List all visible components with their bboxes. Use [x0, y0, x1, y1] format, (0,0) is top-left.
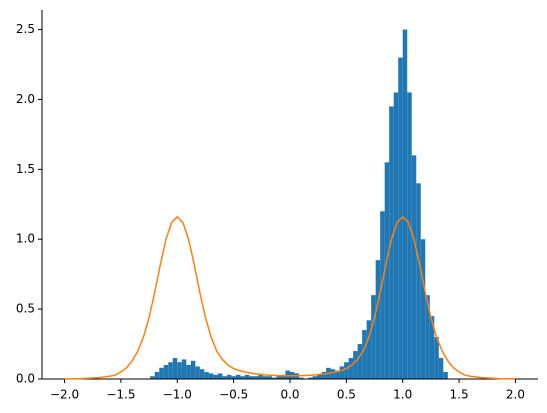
histogram-bar [389, 106, 394, 380]
histogram-bar [240, 376, 245, 379]
histogram-bar [276, 376, 281, 379]
x-tick-label: 1.0 [393, 388, 412, 402]
y-tick-label: 2.5 [16, 22, 35, 36]
histogram-bar [267, 376, 272, 379]
y-tick-label: 0.0 [16, 372, 35, 386]
histogram-bar [384, 162, 390, 379]
histogram-bar [226, 374, 232, 379]
histogram-bar [235, 374, 241, 379]
histogram-bar [335, 370, 340, 379]
histogram-bar [312, 376, 318, 379]
histogram-bar [168, 362, 173, 379]
histogram-bar [416, 183, 421, 379]
histogram-bar [308, 377, 313, 379]
x-tick-label: 0.5 [337, 388, 356, 402]
histogram-bar [375, 260, 381, 379]
histogram-bar [253, 376, 259, 379]
histogram-bar [159, 367, 164, 379]
histogram-bar [438, 358, 444, 379]
y-tick-label: 2.0 [16, 92, 35, 106]
x-tick-label: −1.5 [106, 388, 135, 402]
histogram-bar [280, 374, 286, 379]
histogram-bar [163, 365, 169, 379]
histogram-bar [258, 374, 263, 379]
histogram-bar [380, 211, 385, 379]
histogram-bar [186, 365, 191, 379]
histogram-bar [402, 29, 408, 380]
histogram-bar [271, 377, 277, 379]
histogram-bar [357, 344, 363, 379]
histogram-bar [249, 376, 254, 379]
histogram-bar [181, 359, 187, 379]
histogram-bar [321, 372, 327, 379]
histogram-bar [244, 374, 250, 379]
histogram-bar [285, 370, 290, 379]
histogram-bar [344, 362, 349, 379]
histogram-bar [393, 92, 399, 379]
histogram-bar [443, 372, 448, 379]
histogram-bar [339, 366, 345, 379]
y-tick-label: 1.5 [16, 162, 35, 176]
histogram-bar [217, 373, 223, 379]
histogram-bar [366, 320, 372, 379]
histogram-bar [371, 295, 376, 379]
histogram-bar [208, 373, 214, 379]
x-tick-label: 1.5 [450, 388, 469, 402]
histogram-bar [262, 376, 268, 379]
histogram-bar [420, 239, 426, 379]
x-tick-label: −2.0 [50, 388, 79, 402]
histogram-bar [429, 316, 435, 379]
x-tick-label: 0.0 [280, 388, 299, 402]
histogram-bar [434, 337, 439, 379]
y-tick-label: 1.0 [16, 232, 35, 246]
histogram-bar [407, 92, 412, 379]
histogram-bar [425, 295, 430, 379]
x-tick-label: −0.5 [219, 388, 248, 402]
x-tick-label: 2.0 [506, 388, 525, 402]
histogram-bar [362, 330, 367, 379]
histogram-bar [195, 366, 200, 379]
histogram-bar [348, 358, 354, 379]
histogram-bar [154, 372, 160, 379]
y-tick-label: 0.5 [16, 302, 35, 316]
histogram-bar [190, 360, 196, 379]
histogram-bar [317, 374, 322, 379]
histogram-bar [299, 377, 304, 379]
histogram-bar [222, 376, 227, 379]
histogram-bar [353, 351, 358, 379]
histogram-bar [150, 376, 155, 379]
histogram-bar [172, 358, 178, 379]
histogram-bar [411, 155, 417, 379]
histogram-bar [204, 372, 209, 379]
histogram-bar [330, 369, 336, 379]
histogram-bar [199, 369, 205, 379]
histogram-bar [177, 362, 182, 379]
histogram-bar [231, 376, 236, 379]
density-line [64, 215, 516, 380]
x-tick-label: −1.0 [163, 388, 192, 402]
histogram-bar [213, 374, 218, 379]
